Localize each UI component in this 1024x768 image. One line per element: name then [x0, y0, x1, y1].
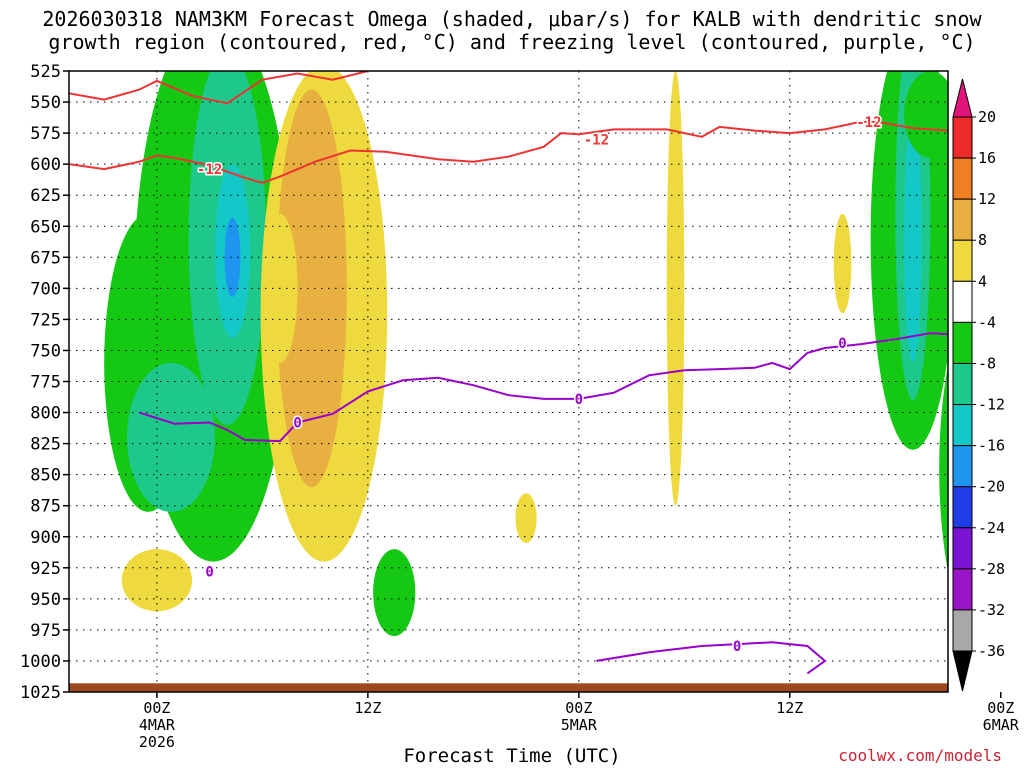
dgz-isotherm-bottom: [69, 120, 948, 184]
contour-label: -12: [856, 115, 881, 131]
colorbar-band: [952, 239, 973, 282]
y-tick-label: 950: [30, 590, 61, 610]
colorbar-label: -24: [978, 519, 1005, 537]
chart-title-line1: 2026030318 NAM3KM Forecast Omega (shaded…: [42, 7, 982, 31]
colorbar-label: -12: [978, 396, 1005, 414]
y-tick-label: 1025: [20, 683, 61, 703]
y-tick-label: 825: [30, 435, 61, 455]
x-tick-label: 00Z: [987, 699, 1014, 717]
colorbar-label: -16: [978, 437, 1005, 455]
colorbar-label: -36: [978, 642, 1005, 660]
x-tick-label: 12Z: [776, 699, 803, 717]
contour-label: 0: [293, 415, 301, 431]
colorbar-band: [952, 157, 973, 200]
colorbar-label: -32: [978, 601, 1005, 619]
colorbar: 20 16 12 8 4 -4 -8 -12 -16 -20 -24 -28 -32 -36: [952, 78, 1005, 692]
y-tick-label: 750: [30, 341, 61, 361]
omega-blob-down-inner: [276, 89, 347, 488]
colorbar-label: 4: [978, 272, 987, 290]
colorbar-band: [952, 116, 973, 159]
y-tick-label: 975: [30, 621, 61, 641]
omega-blob-up-east-top: [904, 71, 948, 158]
plot-area: -12 -12 -12 0 0 0 0 0: [69, 71, 948, 692]
ground-terrain: [69, 683, 948, 692]
colorbar-label: 8: [978, 231, 987, 249]
omega-blob-down-lowwest: [121, 549, 193, 612]
x-axis-title: Forecast Time (UTC): [403, 745, 621, 767]
colorbar-label: -28: [978, 560, 1005, 578]
omega-blob-up-low: [373, 549, 416, 637]
colorbar-band: [952, 362, 973, 406]
y-axis: 525 550 575 600 625 650 675 700 725 750 775 800 825 8…: [20, 62, 69, 703]
colorbar-band: [952, 321, 973, 364]
omega-shading: [104, 71, 948, 637]
ground-fill: [69, 683, 948, 692]
contour-label: 0: [733, 639, 741, 655]
contours: -12 -12 -12 0 0 0 0 0: [69, 71, 948, 675]
y-tick-label: 725: [30, 310, 61, 330]
dgz-isotherm-top: [69, 71, 369, 105]
colorbar-label: -20: [978, 478, 1005, 496]
x-tick-label: 00Z: [565, 699, 592, 717]
omega-blob-down-small: [515, 493, 537, 543]
contour-label: 0: [205, 565, 213, 581]
y-tick-label: 800: [30, 404, 61, 424]
colorbar-bottom-cap: [952, 650, 973, 692]
colorbar-band: [952, 568, 973, 611]
colorbar-label: 20: [978, 108, 996, 126]
y-tick-label: 525: [30, 62, 61, 82]
colorbar-band: [952, 527, 973, 570]
colorbar-label: -8: [978, 354, 996, 372]
y-tick-label: 575: [30, 124, 61, 144]
y-tick-label: 1000: [20, 652, 61, 672]
contour-label: -12: [584, 132, 609, 148]
y-tick-label: 650: [30, 217, 61, 237]
colorbar-band: [952, 404, 973, 447]
y-tick-label: 675: [30, 248, 61, 268]
x-tick-label: 5MAR: [561, 716, 598, 734]
colorbar-band: [952, 198, 973, 241]
colorbar-label: 12: [978, 190, 996, 208]
omega-blob-down-small2: [833, 213, 852, 314]
y-tick-label: 775: [30, 373, 61, 393]
x-tick-label: 00Z: [143, 699, 170, 717]
omega-blob-up-east-core: [904, 114, 922, 363]
y-tick-label: 600: [30, 155, 61, 175]
x-tick-label: 4MAR: [139, 716, 176, 734]
colorbar-band: [952, 609, 973, 652]
freezing-level-line: [138, 332, 948, 443]
colorbar-label: 16: [978, 149, 996, 167]
colorbar-label: -4: [978, 313, 996, 331]
x-tick-label: 2026: [139, 733, 175, 751]
y-tick-label: 700: [30, 279, 61, 299]
x-tick-label: 12Z: [354, 699, 381, 717]
colorbar-band: [952, 280, 973, 323]
x-tick-label: 6MAR: [983, 716, 1020, 734]
omega-blob-up-peak: [229, 244, 236, 283]
omega-blob-up-surface: [939, 365, 948, 572]
y-tick-label: 900: [30, 528, 61, 548]
credit-text: coolwx.com/models: [838, 746, 1002, 765]
contour-label: 0: [575, 392, 583, 408]
omega-blob-down-thin: [666, 71, 685, 506]
near-surface-freezing-line: [596, 641, 827, 675]
chart-title-line2: growth region (contoured, red, °C) and f…: [48, 30, 976, 54]
y-tick-label: 625: [30, 186, 61, 206]
y-tick-label: 550: [30, 93, 61, 113]
contour-label: -12: [197, 162, 222, 178]
contour-label: 0: [838, 336, 846, 352]
colorbar-top-cap: [952, 78, 973, 118]
y-tick-label: 875: [30, 497, 61, 517]
y-tick-label: 850: [30, 466, 61, 486]
y-tick-label: 925: [30, 559, 61, 579]
omega-blob-up-lower: [127, 362, 215, 512]
colorbar-band: [952, 486, 973, 529]
colorbar-band: [952, 445, 973, 488]
